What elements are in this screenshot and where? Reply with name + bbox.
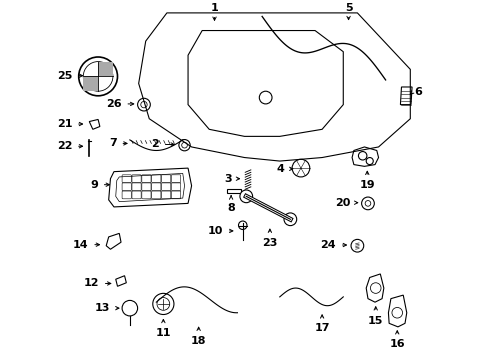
Text: 15: 15 bbox=[367, 316, 383, 325]
Text: 17: 17 bbox=[314, 323, 329, 333]
Text: 8: 8 bbox=[227, 203, 235, 213]
Text: 22: 22 bbox=[57, 141, 72, 151]
Text: 20: 20 bbox=[334, 198, 349, 208]
Circle shape bbox=[238, 221, 246, 229]
Text: 19: 19 bbox=[359, 180, 374, 190]
Text: 4: 4 bbox=[276, 164, 284, 174]
Polygon shape bbox=[98, 62, 113, 76]
Text: 6: 6 bbox=[414, 86, 422, 96]
Text: 26: 26 bbox=[106, 99, 122, 109]
Polygon shape bbox=[83, 76, 98, 91]
Text: 23: 23 bbox=[262, 238, 277, 248]
Text: 21: 21 bbox=[57, 119, 72, 129]
Text: 12: 12 bbox=[83, 279, 99, 288]
Text: 11: 11 bbox=[155, 328, 171, 338]
Text: 1: 1 bbox=[210, 3, 218, 13]
Text: 9: 9 bbox=[90, 180, 98, 190]
Circle shape bbox=[240, 190, 252, 203]
Text: 7: 7 bbox=[109, 139, 117, 148]
Text: 25: 25 bbox=[57, 71, 72, 81]
Text: 13: 13 bbox=[95, 303, 110, 313]
Text: 3: 3 bbox=[224, 174, 231, 184]
Text: 2: 2 bbox=[151, 139, 159, 149]
Text: 16: 16 bbox=[388, 339, 404, 349]
Text: 14: 14 bbox=[73, 240, 88, 250]
Text: 10: 10 bbox=[207, 226, 223, 236]
Text: 5: 5 bbox=[344, 3, 352, 13]
Text: 18: 18 bbox=[190, 336, 206, 346]
Circle shape bbox=[284, 213, 296, 226]
Text: 24: 24 bbox=[320, 240, 336, 250]
